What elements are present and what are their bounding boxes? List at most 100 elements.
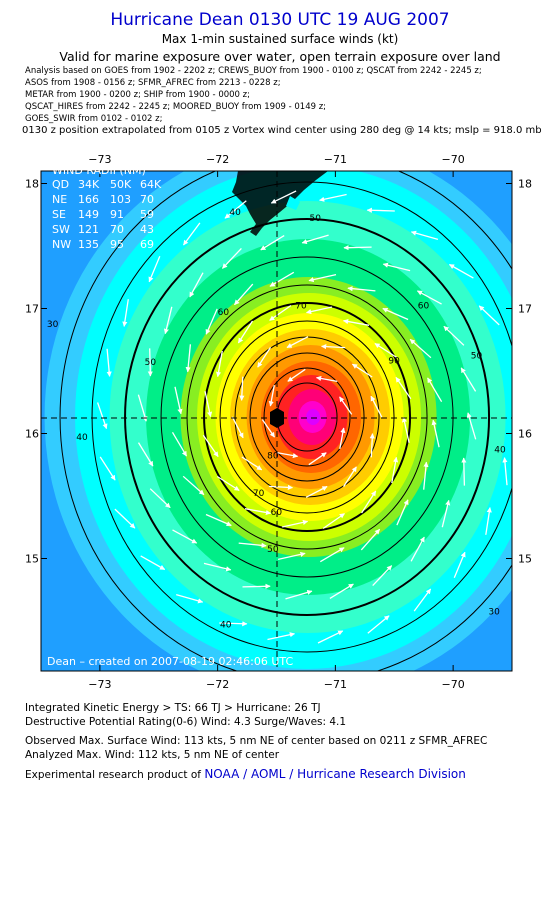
wind-vector	[461, 457, 467, 486]
wind-vector	[242, 583, 271, 589]
x-tick-label: −73	[88, 153, 111, 166]
analysis-line: QSCAT_HIRES from 2242 - 2245 z; MOORED_B…	[25, 102, 327, 112]
wind-radii-cell: 69	[140, 238, 154, 251]
wind-vector	[382, 262, 411, 272]
wind-vector	[382, 307, 409, 321]
wind-vector	[448, 263, 474, 279]
wind-vector	[99, 456, 116, 481]
wind-vector	[224, 200, 247, 219]
wind-vector	[185, 344, 192, 373]
contour-label: 50	[145, 358, 157, 368]
position-note: 0130 z position extrapolated from 0105 z…	[22, 125, 542, 136]
wind-radii-cell: 135	[78, 238, 99, 251]
credit-prefix: Experimental research product of	[25, 769, 205, 781]
wind-radii-cell: NW	[52, 238, 71, 251]
wind-vector	[305, 306, 333, 315]
analyzed-max-wind: Analyzed Max. Wind: 112 kts, 5 nm NE of …	[25, 749, 280, 761]
wind-vector	[270, 190, 297, 204]
chart-subtitle: Max 1-min sustained surface winds (kt)	[161, 32, 399, 46]
wind-vector	[268, 484, 294, 490]
wind-vector	[478, 305, 500, 326]
wind-vector	[257, 347, 272, 368]
wind-contour	[124, 218, 491, 616]
wind-vector	[374, 342, 398, 359]
wind-vector	[361, 490, 377, 514]
y-tick-label: 17	[25, 303, 39, 316]
wind-contour	[186, 284, 428, 550]
wind-vector	[241, 456, 263, 471]
wind-vector	[409, 338, 432, 359]
wind-vector	[204, 391, 213, 418]
wind-radii-cell: 59	[140, 208, 154, 221]
wind-vector	[122, 299, 129, 327]
wind-vector	[431, 419, 440, 448]
wind-vector	[237, 320, 254, 344]
wind-vector	[395, 376, 412, 400]
wind-vector	[401, 416, 410, 443]
wind-vector	[260, 235, 285, 251]
y-tick-label: 17	[518, 303, 532, 316]
y-tick-label: 15	[25, 553, 39, 566]
wind-vector	[305, 485, 328, 498]
wind-contour	[91, 181, 512, 653]
credit-organization[interactable]: NOAA / AOML / Hurricane Research Divisio…	[204, 767, 466, 781]
wind-vector	[416, 290, 442, 305]
chart-title: Hurricane Dean 0130 UTC 19 AUG 2007	[110, 10, 450, 30]
contour-label: 50	[267, 545, 279, 555]
wind-contour	[219, 320, 395, 514]
created-credit: Dean – created on 2007-08-19 02:46:06 UT…	[47, 655, 293, 668]
contour-label: 60	[418, 302, 430, 312]
wind-radii-cell: 121	[78, 223, 99, 236]
y-tick-label: 15	[518, 553, 532, 566]
wind-vector	[215, 350, 223, 378]
wind-vector	[391, 456, 399, 484]
wind-vector	[268, 384, 275, 407]
contour-label: 60	[271, 508, 283, 518]
wind-vector	[453, 551, 466, 578]
wind-vector	[172, 529, 198, 544]
wind-vector	[301, 234, 329, 245]
analysis-line: Analysis based on GOES from 1902 - 2202 …	[25, 66, 482, 76]
contour-label: 40	[229, 208, 241, 218]
wind-vector	[244, 508, 272, 516]
wind-vector	[202, 434, 219, 458]
contour-label: 40	[220, 620, 232, 630]
credit-line: Experimental research product of NOAA / …	[25, 767, 466, 781]
wind-vector	[147, 348, 153, 377]
wind-contour	[59, 171, 512, 671]
wind-vector	[315, 375, 338, 383]
x-tick-label: −72	[206, 153, 229, 166]
wind-vector	[339, 396, 353, 415]
wind-vector	[219, 621, 248, 627]
wind-vector	[205, 308, 218, 335]
wind-vector	[137, 442, 154, 467]
wind-vector	[343, 245, 372, 251]
wind-vector	[238, 542, 267, 548]
wind-vector	[369, 433, 375, 458]
wind-vector	[203, 562, 232, 572]
y-tick-label: 16	[518, 428, 532, 441]
wind-vector	[182, 475, 205, 496]
wind-vector	[319, 547, 345, 563]
wind-vector	[148, 256, 161, 283]
contour-label: 40	[76, 433, 88, 443]
wind-radii-cell: 43	[140, 223, 154, 236]
wind-radii-cell: 103	[110, 193, 131, 206]
wind-vector	[308, 452, 327, 466]
wind-radii-table: WIND RADII (NM) QD 34K 50K 64K NE 166 103 70 SE 1…	[52, 164, 162, 251]
wind-vector	[149, 488, 171, 509]
wind-vector	[267, 632, 296, 641]
wind-contour	[203, 302, 412, 532]
wind-radii-cell: SE	[52, 208, 66, 221]
wind-vector	[234, 283, 254, 306]
wind-vector	[441, 499, 451, 528]
wind-vector	[317, 630, 344, 644]
wind-vector	[322, 513, 345, 530]
wind-vector	[277, 551, 306, 561]
wind-vector	[466, 412, 477, 440]
wind-vector	[171, 431, 188, 457]
wind-radii-title: WIND RADII (NM)	[52, 164, 146, 177]
wind-vector	[410, 536, 425, 562]
ike-line: Integrated Kinetic Energy > TS: 66 TJ > …	[25, 702, 321, 714]
wind-radii-cell: 95	[110, 238, 124, 251]
